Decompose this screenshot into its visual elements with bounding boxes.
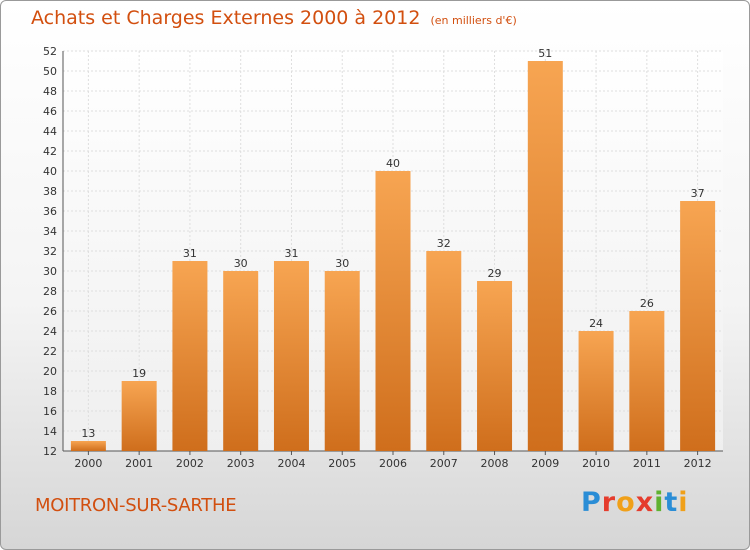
x-tick-label: 2003	[227, 457, 255, 470]
bar	[70, 441, 106, 451]
bar	[680, 201, 716, 451]
logo-letter: i	[654, 487, 665, 518]
y-tick-label: 20	[43, 365, 57, 378]
y-tick-label: 12	[43, 445, 57, 458]
data-label: 31	[183, 247, 197, 260]
x-tick-label: 2000	[74, 457, 102, 470]
data-label: 51	[538, 47, 552, 60]
data-label: 37	[691, 187, 705, 200]
data-label: 40	[386, 157, 400, 170]
logo-letter: P	[581, 487, 602, 518]
y-tick-label: 34	[43, 225, 57, 238]
y-tick-label: 48	[43, 85, 57, 98]
proxiti-logo: Proxiti	[581, 487, 689, 518]
y-tick-label: 42	[43, 145, 57, 158]
chart-unit: (en milliers d'€)	[430, 14, 517, 27]
city-name: MOITRON-SUR-SARTHE	[35, 495, 237, 516]
data-label: 30	[335, 257, 349, 270]
y-tick-label: 18	[43, 385, 57, 398]
data-label: 30	[234, 257, 248, 270]
bar	[172, 261, 208, 451]
y-tick-label: 28	[43, 285, 57, 298]
bar	[426, 251, 462, 451]
y-tick-label: 14	[43, 425, 57, 438]
y-tick-label: 24	[43, 325, 57, 338]
y-tick-label: 32	[43, 245, 57, 258]
y-tick-label: 16	[43, 405, 57, 418]
y-tick-label: 46	[43, 105, 57, 118]
x-tick-label: 2007	[430, 457, 458, 470]
data-label: 32	[437, 237, 451, 250]
bar	[273, 261, 309, 451]
y-tick-label: 22	[43, 345, 57, 358]
y-tick-label: 30	[43, 265, 57, 278]
x-tick-label: 2004	[277, 457, 305, 470]
logo-letter: r	[601, 487, 617, 518]
y-tick-label: 26	[43, 305, 57, 318]
y-tick-label: 38	[43, 185, 57, 198]
data-label: 19	[132, 367, 146, 380]
bar	[375, 171, 411, 451]
x-tick-label: 2011	[633, 457, 661, 470]
y-tick-label: 44	[43, 125, 57, 138]
logo-letter: o	[616, 487, 636, 518]
x-tick-label: 2005	[328, 457, 356, 470]
data-label: 29	[488, 267, 502, 280]
x-tick-label: 2001	[125, 457, 153, 470]
logo-letter: x	[635, 487, 655, 518]
x-tick-label: 2009	[531, 457, 559, 470]
logo-letter: t	[664, 487, 679, 518]
bar	[527, 61, 563, 451]
x-tick-label: 2002	[176, 457, 204, 470]
chart-title-text: Achats et Charges Externes 2000 à 2012	[31, 7, 421, 29]
bar	[578, 331, 614, 451]
chart-title: Achats et Charges Externes 2000 à 2012 (e…	[31, 7, 517, 29]
data-label: 26	[640, 297, 654, 310]
bar	[629, 311, 665, 451]
y-tick-label: 52	[43, 45, 57, 58]
x-tick-label: 2012	[684, 457, 712, 470]
x-tick-label: 2010	[582, 457, 610, 470]
y-tick-label: 50	[43, 65, 57, 78]
y-tick-label: 36	[43, 205, 57, 218]
bar	[324, 271, 360, 451]
data-label: 13	[81, 427, 95, 440]
x-tick-label: 2008	[481, 457, 509, 470]
x-tick-label: 2006	[379, 457, 407, 470]
bar	[477, 281, 513, 451]
logo-letter: i	[678, 487, 689, 518]
bar	[121, 381, 157, 451]
bar	[223, 271, 259, 451]
y-tick-label: 40	[43, 165, 57, 178]
data-label: 31	[284, 247, 298, 260]
data-label: 24	[589, 317, 603, 330]
